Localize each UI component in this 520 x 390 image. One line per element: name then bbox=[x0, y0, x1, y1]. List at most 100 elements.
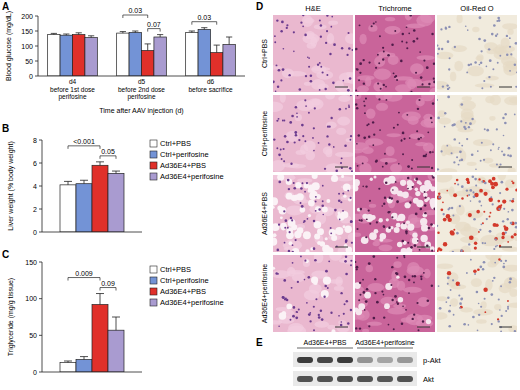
tissue-texture bbox=[337, 117, 350, 126]
nucleus bbox=[397, 303, 399, 305]
histology-panel: DH&ETrichromeOil-Red OCtrl+PBSCtrl+perif… bbox=[256, 1, 520, 336]
scale-bar bbox=[417, 247, 430, 248]
bar bbox=[76, 360, 92, 372]
error-cap bbox=[63, 34, 69, 35]
nucleus bbox=[407, 165, 410, 168]
nucleus bbox=[486, 129, 489, 132]
tissue-texture bbox=[476, 319, 487, 323]
nucleus bbox=[383, 51, 385, 53]
tissue-texture bbox=[393, 303, 406, 308]
nucleus bbox=[396, 301, 398, 303]
tissue-texture bbox=[335, 277, 342, 287]
nucleus bbox=[506, 53, 508, 55]
nucleus bbox=[339, 108, 342, 111]
nucleus bbox=[317, 63, 319, 65]
vacuole bbox=[308, 200, 315, 207]
y-tick bbox=[39, 163, 42, 164]
nucleus bbox=[492, 143, 494, 145]
nucleus bbox=[362, 59, 364, 61]
tissue-texture bbox=[303, 258, 310, 267]
error-bar bbox=[157, 35, 163, 37]
nucleus bbox=[348, 106, 350, 108]
error-bar bbox=[214, 45, 220, 53]
nucleus bbox=[449, 57, 451, 59]
nucleus bbox=[314, 259, 317, 262]
nucleus bbox=[286, 141, 289, 144]
tissue-texture bbox=[325, 93, 335, 100]
nucleus bbox=[449, 305, 451, 307]
nucleus bbox=[507, 154, 509, 156]
nucleus bbox=[498, 208, 500, 210]
y-axis-label: Liver weight (% body weight) bbox=[7, 141, 15, 231]
x-axis bbox=[38, 76, 245, 77]
y-tick-label: 150 bbox=[25, 259, 37, 266]
tissue-texture bbox=[466, 210, 483, 218]
vacuole bbox=[272, 223, 280, 231]
nucleus bbox=[284, 227, 286, 229]
vacuole bbox=[384, 303, 390, 309]
lipid-droplet bbox=[496, 206, 501, 211]
lipid-droplet bbox=[502, 199, 506, 203]
annotation-bracket bbox=[148, 29, 160, 32]
nucleus bbox=[375, 160, 377, 162]
bar bbox=[60, 35, 72, 76]
tissue-texture bbox=[338, 95, 350, 102]
tissue-texture bbox=[473, 139, 493, 146]
nucleus bbox=[509, 277, 512, 280]
error-bar bbox=[64, 361, 72, 362]
lipid-droplet bbox=[453, 193, 457, 197]
nucleus bbox=[366, 288, 369, 291]
bar bbox=[92, 305, 108, 372]
blot-band bbox=[337, 357, 353, 363]
y-tick bbox=[35, 76, 38, 77]
nucleus bbox=[302, 135, 304, 137]
error-stem bbox=[100, 162, 101, 165]
nucleus bbox=[283, 210, 285, 212]
nucleus bbox=[492, 280, 494, 282]
tissue-texture bbox=[416, 319, 433, 327]
nucleus bbox=[447, 297, 450, 300]
error-bar bbox=[112, 171, 120, 173]
nucleus bbox=[315, 196, 317, 198]
nucleus bbox=[469, 122, 472, 125]
nucleus bbox=[350, 197, 352, 199]
nucleus bbox=[509, 70, 511, 72]
nucleus bbox=[431, 250, 433, 252]
vacuole bbox=[286, 179, 292, 185]
tissue-texture bbox=[471, 278, 482, 287]
tissue-texture bbox=[354, 156, 368, 165]
vacuole bbox=[294, 231, 301, 238]
nucleus bbox=[368, 135, 370, 137]
nucleus bbox=[326, 74, 328, 76]
micrograph bbox=[267, 173, 358, 257]
tissue-texture bbox=[503, 61, 516, 72]
nucleus bbox=[375, 159, 377, 161]
nucleus bbox=[330, 232, 332, 234]
nucleus bbox=[345, 239, 348, 242]
error-bar bbox=[189, 31, 195, 33]
tissue-texture bbox=[483, 158, 494, 164]
nucleus bbox=[289, 231, 291, 233]
nucleus bbox=[491, 323, 493, 325]
bar-chart: C050100150Triglyceride (mg/g tissue)0.00… bbox=[2, 249, 224, 376]
nucleus bbox=[276, 147, 278, 149]
lipid-droplet bbox=[511, 180, 513, 182]
legend-swatch bbox=[150, 288, 157, 295]
vacuole bbox=[354, 282, 361, 289]
nucleus bbox=[414, 275, 416, 277]
lipid-droplet bbox=[443, 218, 447, 222]
vacuole bbox=[396, 275, 399, 278]
tissue-texture bbox=[374, 56, 385, 67]
nucleus bbox=[295, 134, 298, 137]
nucleus bbox=[460, 103, 463, 106]
nucleus bbox=[276, 120, 278, 122]
nucleus bbox=[436, 99, 438, 101]
vacuole bbox=[315, 206, 321, 212]
tissue-texture bbox=[509, 289, 518, 297]
legend-label: Ad36E4+PBS bbox=[160, 161, 206, 170]
nucleus bbox=[505, 260, 507, 262]
blot-band bbox=[297, 357, 313, 363]
bar-chart: A050100150200Blood glucose (mg/dL)d4befo… bbox=[2, 1, 245, 115]
lipid-droplet bbox=[454, 183, 456, 185]
nucleus bbox=[498, 320, 500, 322]
